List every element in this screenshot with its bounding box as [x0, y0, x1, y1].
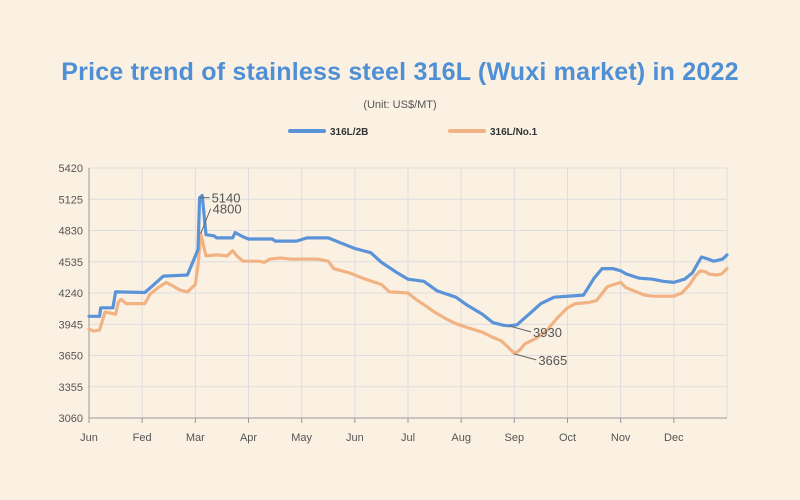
x-tick-label: Sep	[505, 432, 525, 444]
legend-label-316l-no-1: 316L/No.1	[490, 127, 538, 138]
grid	[89, 167, 728, 418]
y-tick-label: 3945	[59, 319, 83, 331]
legend-label-316l-2b: 316L/2B	[330, 127, 368, 138]
x-tick-label: Jun	[346, 432, 364, 444]
x-tick-label: Oct	[559, 432, 576, 444]
y-tick-label: 4240	[59, 288, 83, 300]
series-line-316l-2b	[87, 193, 729, 328]
x-tick-label: Jul	[401, 432, 415, 444]
y-tick-label: 3355	[59, 382, 83, 394]
x-tick-label: Jun	[80, 432, 98, 444]
annotation-leader	[508, 325, 532, 333]
y-tick-label: 3060	[59, 413, 83, 425]
x-tick-label: Aug	[451, 432, 471, 444]
annotation-label-5140: 5140	[212, 191, 241, 206]
x-tick-label: May	[291, 432, 312, 444]
chart-subtitle: (Unit: US$/MT)	[363, 99, 437, 111]
x-tick-label: Nov	[611, 432, 631, 444]
x-tick-label: Mar	[186, 432, 205, 444]
axes: 3060 3355 3650 3945 4240 4535 4830 5125 5420 Jun F…	[59, 163, 727, 444]
chart-title: Price trend of stainless steel 316L (Wux…	[61, 58, 739, 86]
legend: 316L/2B 316L/No.1	[288, 127, 538, 138]
annotation-leader	[514, 353, 537, 361]
y-tick-label: 3650	[59, 351, 83, 363]
annotation-label-4800: 4800	[213, 202, 242, 217]
annotation-label-3665: 3665	[538, 353, 567, 368]
x-tick-label: Dec	[664, 432, 684, 444]
x-tick-label: Fed	[133, 432, 152, 444]
series-line-316l-no-1	[87, 232, 729, 355]
x-tick-label: Apr	[240, 432, 257, 444]
annotation-leader	[200, 208, 212, 234]
y-tick-label: 5125	[59, 194, 83, 206]
y-tick-label: 5420	[59, 163, 83, 175]
y-tick-label: 4535	[59, 257, 83, 269]
annotation-label-3930: 3930	[533, 325, 562, 340]
series-layer	[87, 193, 729, 355]
y-tick-label: 4830	[59, 226, 83, 238]
